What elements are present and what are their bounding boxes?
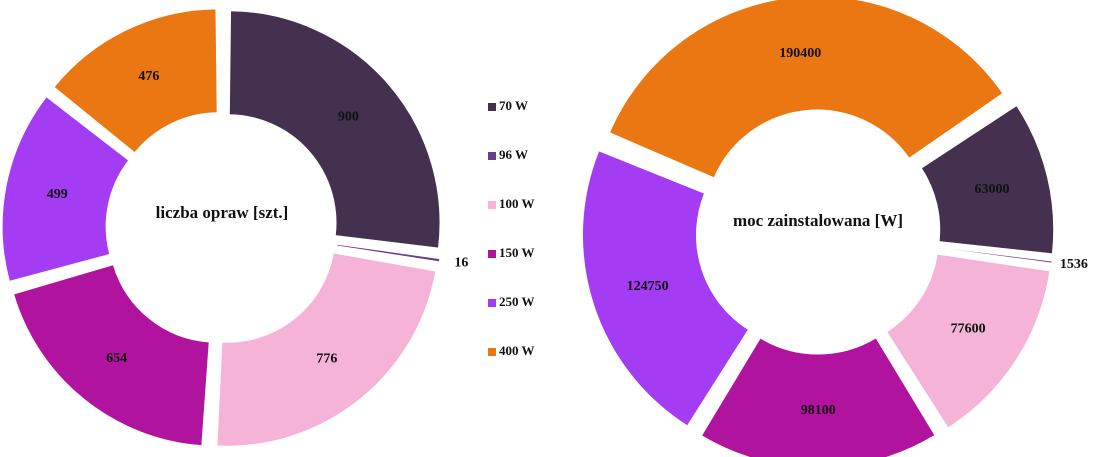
legend-swatch <box>488 152 496 160</box>
chart-title: moc zainstalowana [W] <box>733 211 903 230</box>
donut-slice <box>920 104 1055 255</box>
data-label: 476 <box>138 69 159 84</box>
donut-slice <box>53 8 218 154</box>
data-label: 1536 <box>1060 257 1088 272</box>
data-label: 499 <box>47 187 68 202</box>
data-label: 190400 <box>779 46 821 61</box>
donut-slice <box>885 253 1051 429</box>
data-label: 900 <box>338 110 359 125</box>
legend-swatch <box>488 201 496 209</box>
legend-label: 70 W <box>499 98 528 113</box>
donut-slice <box>228 10 441 249</box>
legend-swatch <box>488 103 496 111</box>
data-label: 124750 <box>627 279 669 294</box>
legend-swatch <box>488 250 496 258</box>
donut-slice <box>581 150 750 427</box>
data-label: 776 <box>316 351 337 366</box>
donut-slice <box>12 264 210 447</box>
donut-slice <box>608 0 1004 179</box>
legend-swatch <box>488 348 496 356</box>
data-label: 98100 <box>801 403 836 418</box>
donut-slice <box>216 252 437 447</box>
data-label: 63000 <box>974 182 1009 197</box>
donut-slice <box>700 337 936 457</box>
legend-label: 100 W <box>499 196 535 211</box>
data-label: 16 <box>454 256 468 271</box>
legend-label: 250 W <box>499 294 535 309</box>
donut-slice <box>938 246 1053 264</box>
donut-slice <box>1 96 130 282</box>
legend-label: 96 W <box>499 147 528 162</box>
data-label: 77600 <box>951 322 986 337</box>
data-label: 654 <box>106 351 127 366</box>
legend-label: 400 W <box>499 343 535 358</box>
legend-swatch <box>488 299 496 307</box>
legend-label: 150 W <box>499 245 535 260</box>
donut-slice <box>336 243 441 263</box>
chart-title: liczba opraw [szt.] <box>156 203 289 222</box>
